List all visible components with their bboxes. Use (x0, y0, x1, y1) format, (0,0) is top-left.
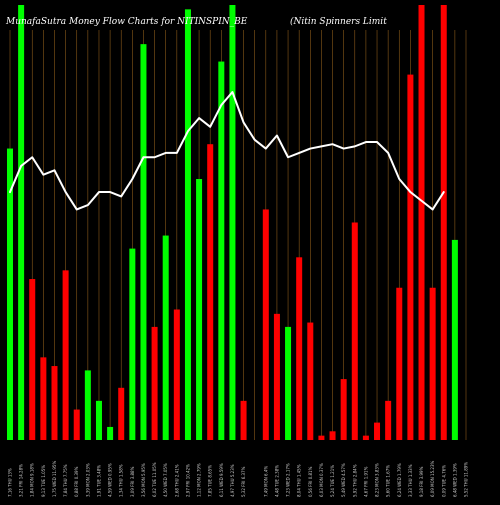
money-flow-bar (285, 326, 292, 440)
money-flow-line-group (9, 91, 445, 211)
x-tick-label: 1,12 MON 2.79% (197, 463, 202, 497)
money-flow-bar (407, 74, 414, 440)
x-tick-label: 6,24 WED 1.79% (397, 463, 402, 497)
money-flow-bar (440, 5, 447, 440)
x-tick-label: 5,32 FRI 6.37% (241, 466, 246, 497)
money-flow-bar (429, 287, 436, 440)
x-tick-label: 6,03 MON 0.37% (319, 463, 324, 497)
x-tick-label: 4,59 WED 0.95% (108, 463, 113, 497)
x-tick-label: 4,50 WED 7.05% (163, 463, 168, 497)
x-tick-label: 6,11 WED 9.59% (219, 463, 224, 497)
money-flow-bar (129, 248, 136, 440)
money-flow-line (9, 91, 445, 211)
chart-title: MunafaSutra Money Flow Charts for NITINS… (5, 17, 248, 27)
money-flow-bar (240, 400, 247, 440)
money-flow-bar (18, 5, 25, 440)
x-tick-label: 4,97 THU 5.23% (230, 464, 235, 497)
money-flow-bar (107, 426, 114, 440)
money-flow-bar (351, 222, 358, 440)
money-flow-bar (207, 144, 214, 440)
money-flow-bar (118, 387, 125, 440)
money-flow-bar (40, 357, 47, 440)
money-flow-bar (329, 431, 336, 440)
money-flow-bar (273, 313, 280, 440)
x-tick-label: 8,04 THU 1.45% (297, 464, 302, 497)
money-flow-bar (218, 61, 225, 441)
x-tick-label: 1,75 WED 11.95% (52, 461, 57, 497)
x-tick-label: 8,23 MON 3.83% (375, 463, 380, 497)
money-flow-bar (262, 209, 269, 440)
money-flow-bar (307, 322, 314, 440)
x-tick-label: 6,02 TUE 11.05% (152, 462, 157, 497)
money-flow-bar (418, 5, 425, 440)
x-tick-label: 2,68 THU 2.41% (174, 464, 179, 497)
money-flow-bar (451, 239, 458, 440)
x-tick-label: 1,84 MON 9.18% (30, 463, 35, 497)
money-flow-bar (184, 9, 191, 440)
x-tick-labels: 7,16 THU 13% 3,21 FRI 14.28% 1,84 MON 9.18… (8, 461, 469, 497)
money-flow-bar (374, 422, 381, 440)
x-tick-label: 6,48 WED 1.39% (452, 463, 457, 497)
money-flow-bar (340, 379, 347, 440)
money-flow-bar (29, 279, 36, 440)
x-tick-label: 0,09 TUE 4.76% (441, 465, 446, 497)
money-flow-bar (396, 287, 403, 440)
money-flow-bar (318, 435, 325, 440)
x-tick-label: 6,09 MON 15.23% (430, 461, 435, 497)
x-tick-label: 7,85 TUE 8.65% (208, 465, 213, 497)
x-tick-label: 5,52 THU 11.89% (464, 462, 469, 497)
money-flow-bar (84, 370, 91, 440)
money-flow-bar (196, 179, 203, 440)
x-tick-label: 7,23 WED 2.17% (286, 463, 291, 497)
chart-subtitle: (Nitin Spinners Limit (290, 16, 387, 27)
money-flow-bar (162, 235, 169, 440)
x-tick-label: 1,34 THU 1.58% (119, 464, 124, 497)
money-flow-bar (362, 435, 369, 440)
x-tick-label: 5,49 WED 4.57% (341, 463, 346, 497)
x-tick-label: 7,49 MON 6.4% (263, 466, 268, 497)
money-flow-bar (62, 270, 69, 440)
x-tick-label: 3,56 MON 5.95% (141, 463, 146, 497)
money-flow-bar (73, 409, 80, 440)
money-flow-bar (7, 148, 13, 441)
money-flow-bar (385, 400, 392, 440)
x-tick-label: 4,48 TUE 2.38% (274, 465, 279, 497)
x-tick-label: 5,24 TUE 1.21% (330, 465, 335, 497)
x-tick-label: 9,13 TUE 1.05% (41, 465, 46, 497)
x-tick-label: 1,91 TUE 3.48% (96, 465, 101, 497)
x-tick-label: 3,09 FRI 3.88% (130, 466, 135, 497)
x-tick-label: 4,67 FRI 1.91% (363, 466, 368, 497)
money-flow-bar (95, 400, 102, 440)
x-tick-label: 7,84 THU 7.75% (63, 464, 68, 497)
x-tick-label: 0,56 FRI 0.81% (308, 466, 313, 497)
x-tick-label: 3,33 THU 1.33% (408, 464, 413, 497)
x-tick-label: 9,18 FRI 3.99% (419, 466, 424, 497)
money-flow-bar (296, 257, 303, 440)
money-flow-bar (173, 309, 180, 440)
money-flow-bar (140, 44, 147, 441)
x-tick-label: 7,16 THU 13% (8, 468, 13, 497)
x-tick-label: 2,97 FRI 10.42% (185, 464, 190, 497)
money-flow-bar (151, 326, 158, 440)
money-flow-bar (229, 5, 236, 440)
x-tick-label: 3,39 MON 2.03% (85, 463, 90, 497)
x-tick-label: 3,21 FRI 14.28% (19, 464, 24, 497)
x-tick-label: 5,92 THU 2.84% (352, 464, 357, 497)
money-flow-bar (51, 366, 58, 440)
x-tick-label: 0,88 FRI 0.39% (74, 466, 79, 497)
x-tick-label: 5,60 TUE 1.67% (386, 465, 391, 497)
bars (7, 5, 458, 441)
